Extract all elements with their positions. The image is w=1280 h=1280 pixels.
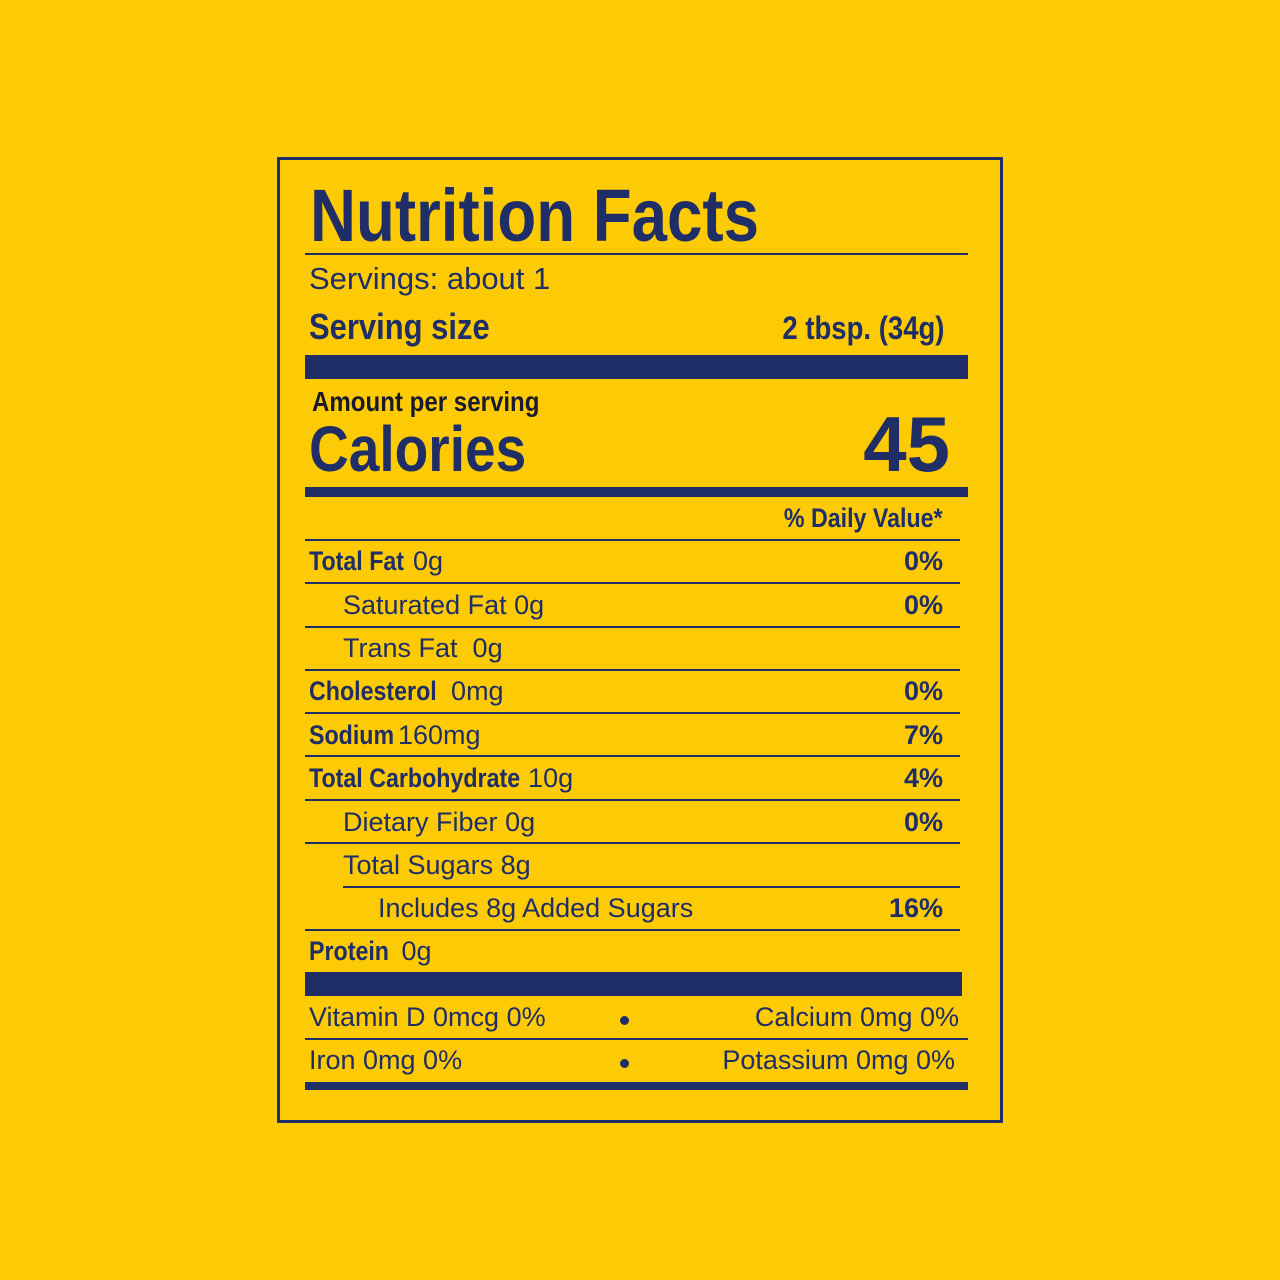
thick-rule: [305, 355, 968, 379]
rule: [305, 755, 960, 757]
nutrient-row: Total Fat 0g 0%: [309, 546, 943, 576]
calories-label: Calories: [309, 416, 562, 482]
nutrient-dv: 0%: [903, 807, 943, 837]
nutrient-name: Trans Fat: [343, 633, 458, 663]
nutrient-name: Includes 8g Added Sugars: [378, 893, 694, 923]
nutrient-name: Total Fat: [309, 546, 405, 576]
nutrient-name: Total Carbohydrate: [309, 763, 521, 793]
amount-per-serving: Amount per serving: [312, 386, 576, 418]
servings: Servings: about 1: [309, 261, 551, 296]
vitamin: Potassium 0mg 0%: [722, 1045, 955, 1075]
nutrient-name: Sodium: [309, 720, 395, 750]
nutrient-amount: 0g: [505, 807, 536, 837]
serving-size-label-text: Serving size: [309, 306, 490, 347]
nutrient-amount: 0g: [514, 590, 545, 620]
serving-size-value-text: 2 tbsp. (34g): [781, 310, 944, 346]
separator-dot: [620, 1016, 629, 1025]
vitamin: Vitamin D 0mcg 0%: [309, 1002, 546, 1032]
rule: [305, 712, 960, 714]
rule: [305, 253, 968, 255]
nutrient-name: Cholesterol: [309, 676, 437, 706]
nutrient-dv: 7%: [903, 720, 943, 750]
thick-rule: [305, 972, 962, 996]
nutrient-dv: 0%: [903, 546, 943, 576]
nutrient-amount: 0mg: [451, 676, 504, 706]
rule: [305, 799, 960, 801]
vitamin: Iron 0mg 0%: [309, 1045, 463, 1075]
nutrient-amount: 0g: [472, 633, 503, 663]
daily-value-header: % Daily Value*: [758, 503, 943, 533]
rule: [305, 582, 960, 584]
calories-label-text: Calories: [309, 413, 527, 485]
rule: [343, 886, 960, 888]
nutrient-dv: 0%: [903, 590, 943, 620]
label-border: [277, 157, 1003, 1123]
nutrient-dv: 4%: [903, 763, 943, 793]
rule: [305, 669, 960, 671]
nutrient-row: Cholesterol 0mg 0%: [309, 676, 943, 706]
nutrient-dv: 16%: [888, 893, 943, 923]
nutrient-amount: 10g: [528, 763, 574, 793]
nutrient-amount: 160mg: [398, 720, 481, 750]
nutrient-amount: 0g: [413, 546, 444, 576]
nutrient-row: Protein 0g: [309, 936, 943, 966]
rule: [305, 929, 960, 931]
amount-per-serving-text: Amount per serving: [312, 386, 540, 417]
nutrient-dv: 0%: [903, 676, 943, 706]
nutrient-name: Saturated Fat: [343, 590, 507, 620]
rule: [305, 842, 960, 844]
bottom-rule: [305, 1082, 968, 1090]
rule: [305, 626, 960, 628]
nutrient-row: Sodium 160mg 7%: [309, 720, 943, 750]
nutrient-name: Dietary Fiber: [343, 807, 498, 837]
nutrient-row: Trans Fat 0g: [343, 633, 943, 663]
separator-dot: [620, 1059, 629, 1068]
rule: [305, 1038, 968, 1040]
title-text: Nutrition Facts: [310, 174, 760, 257]
rule: [305, 539, 960, 541]
nutrient-name: Protein: [309, 936, 389, 966]
nutrient-row: Total Sugars 8g: [343, 850, 943, 880]
title: Nutrition Facts: [310, 176, 832, 256]
nutrient-amount: 0g: [401, 936, 432, 966]
nutrient-row: Saturated Fat 0g 0%: [343, 590, 943, 620]
vitamin: Calcium 0mg 0%: [754, 1002, 959, 1032]
serving-size-value: 2 tbsp. (34g): [756, 310, 944, 346]
calories-value: 45: [863, 400, 950, 488]
nutrient-row: Includes 8g Added Sugars 16%: [378, 893, 943, 923]
nutrient-row: Total Carbohydrate 10g 4%: [309, 763, 943, 793]
nutrient-name: Total Sugars: [343, 850, 494, 880]
medium-rule: [305, 487, 968, 497]
nutrient-amount: 8g: [500, 850, 531, 880]
daily-value-header-text: % Daily Value*: [784, 503, 943, 533]
nutrient-row: Dietary Fiber 0g 0%: [343, 807, 943, 837]
serving-size-label: Serving size: [309, 308, 519, 346]
